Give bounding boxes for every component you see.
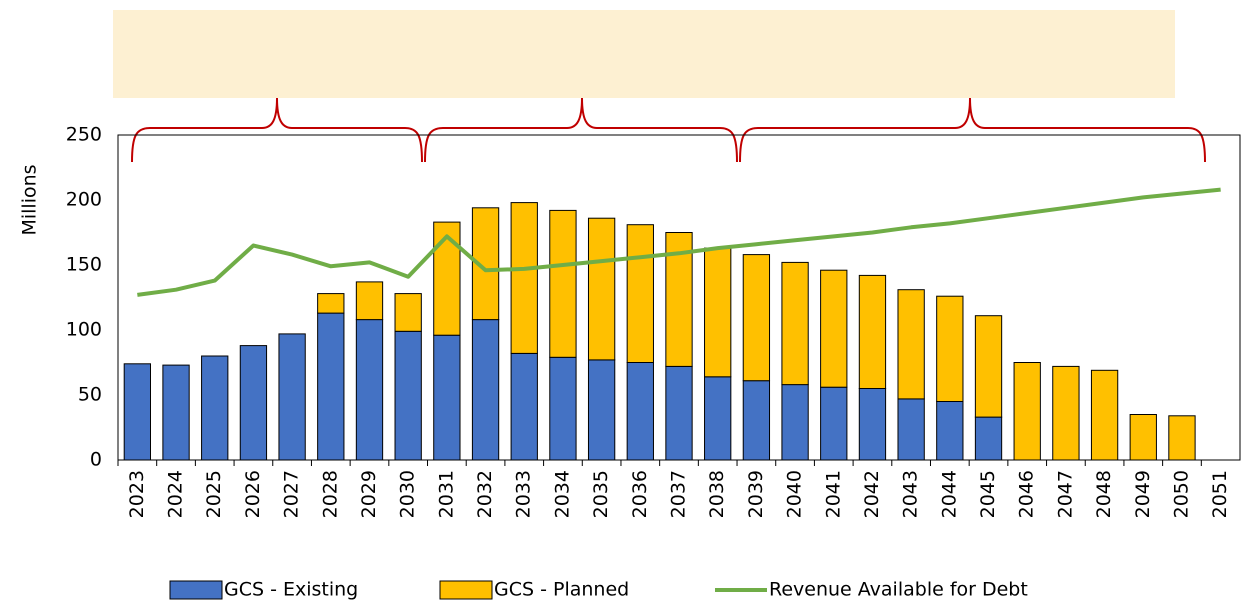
y-tick-label: 100 [66,319,102,341]
x-tick-label: 2049 [1132,470,1154,518]
x-tick-label: 2023 [126,470,148,518]
x-tick-label: 2027 [281,470,303,518]
banner [113,10,1175,98]
bar-segment [394,330,422,461]
bar-segment [278,333,306,461]
bar-segment [549,356,577,461]
bar-segment [355,281,384,321]
y-tick-label: 200 [66,189,102,211]
y-tick-label: 150 [66,254,102,276]
x-tick-label: 2043 [900,470,922,518]
y-axis-label: Millions [19,164,41,235]
legend-label: Revenue Available for Debt [769,579,1028,600]
bar-segment [665,365,693,461]
x-tick-label: 2039 [745,470,767,518]
legend-label: GCS - Planned [494,579,629,600]
x-tick-label: 2025 [203,470,225,518]
bar-segment [626,362,654,461]
bar-segment [974,416,1003,461]
bar-segment [433,221,461,336]
x-tick-label: 2047 [1054,470,1076,518]
x-tick-label: 2051 [1209,470,1231,518]
bar-segment [742,380,771,461]
x-tick-label: 2036 [629,470,651,518]
bar-segment [936,295,964,403]
bar-segment [820,269,848,388]
bar-segment [1129,414,1157,461]
x-tick-label: 2034 [551,470,573,518]
bar-segment [317,312,345,461]
bar-segment [820,386,848,461]
bar-segment [317,293,345,314]
bar-segment [394,293,422,332]
x-tick-label: 2041 [822,470,844,518]
bar-segment [433,334,461,461]
braces [131,97,1206,163]
bar-segment [858,274,887,389]
x-tick-label: 2026 [242,470,264,518]
bar-segment [626,224,654,363]
x-tick-label: 2050 [1170,470,1192,518]
legend-label: GCS - Existing [224,579,358,600]
bar-segment [201,355,229,461]
x-tick-label: 2028 [319,470,341,518]
y-tick-label: 0 [90,449,102,471]
line [137,187,1221,297]
bar-segment [587,359,616,461]
bar-segment [781,384,809,461]
bar-segment [897,398,925,461]
bar-segment [123,363,151,461]
bar-segment [897,289,925,400]
bar-segment [704,247,732,378]
x-tick-label: 2048 [1093,470,1115,518]
bar-segment [510,202,538,354]
x-tick-label: 2040 [784,470,806,518]
bar-segment [587,217,616,361]
x-tick-label: 2046 [1016,470,1038,518]
bar-segment [471,319,500,461]
bar-segment [858,388,887,461]
bar-segment [1013,362,1041,461]
bar-segment [1168,415,1196,461]
bar-segment [1090,369,1119,461]
x-tick-label: 2029 [358,470,380,518]
x-tick-label: 2024 [165,470,187,518]
legend-swatch [169,580,223,600]
bar-segment [355,319,384,461]
bar-segment [549,209,577,358]
bar-segment [471,207,500,321]
x-tick-label: 2037 [668,470,690,518]
bar-segment [239,345,268,461]
x-tick-label: 2030 [397,470,419,518]
x-tick-label: 2033 [513,470,535,518]
x-tick-label: 2038 [706,470,728,518]
bar-segment [781,261,809,386]
bar-segment [974,315,1003,418]
x-tick-label: 2044 [938,470,960,518]
bar-segment [704,376,732,461]
bar-segment [936,401,964,461]
x-tick-label: 2045 [977,470,999,518]
x-tick-label: 2035 [590,470,612,518]
y-tick-label: 50 [78,384,102,406]
bar-segment [742,254,771,382]
x-tick-label: 2031 [435,470,457,518]
y-tick-label: 250 [66,124,102,146]
bar-segment [162,364,190,461]
x-tick-label: 2042 [861,470,883,518]
bar-segment [510,352,538,461]
x-tick-label: 2032 [474,470,496,518]
bar-segment [1052,365,1080,461]
legend-swatch [439,580,493,600]
